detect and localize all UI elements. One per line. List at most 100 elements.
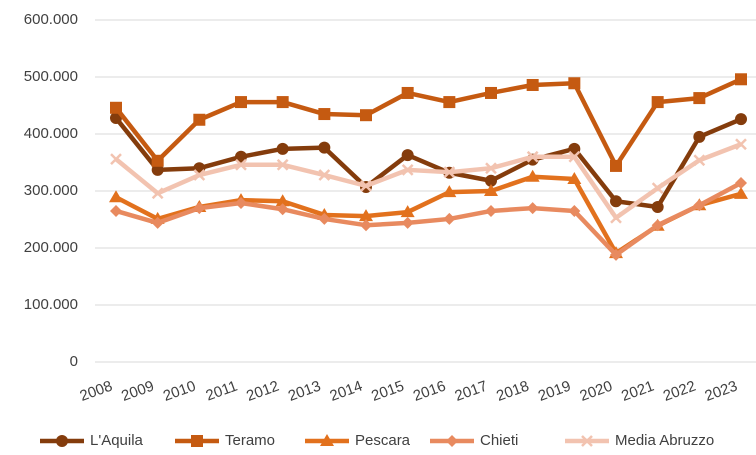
x-tick-label: 2020 [578, 378, 615, 405]
series-line [114, 77, 742, 169]
legend-marker [581, 435, 593, 447]
data-point [610, 248, 622, 261]
data-point [359, 209, 373, 222]
data-point [568, 150, 581, 163]
legend-label: L'Aquila [90, 432, 144, 449]
data-point [276, 142, 289, 155]
y-tick-label: 0 [70, 353, 78, 370]
data-point [485, 174, 497, 187]
data-point [193, 202, 206, 215]
data-point [735, 138, 747, 151]
data-point [318, 141, 331, 154]
data-point [484, 184, 498, 196]
x-tick-label: 2023 [703, 378, 740, 405]
legend-label: Teramo [225, 432, 275, 449]
legend-marker [446, 435, 458, 447]
legend-marker [56, 435, 68, 447]
data-point [109, 190, 123, 203]
data-point [235, 158, 247, 171]
x-tick-label: 2015 [369, 378, 406, 405]
legend-item: L'Aquila [40, 432, 144, 449]
y-tick-label: 300.000 [24, 182, 78, 199]
data-point [235, 196, 247, 209]
y-tick-label: 200.000 [24, 239, 78, 256]
data-point [485, 204, 497, 217]
x-tick-label: 2021 [619, 378, 656, 405]
data-point [693, 199, 706, 212]
x-tick-label: 2017 [453, 378, 490, 405]
data-point [734, 186, 748, 199]
data-point [151, 187, 164, 200]
data-point [151, 163, 164, 176]
data-point [360, 179, 372, 192]
x-tick-label: 2014 [328, 378, 365, 405]
x-tick-label: 2016 [411, 378, 448, 405]
series-line [114, 174, 742, 256]
legend-item: Pescara [305, 432, 411, 449]
data-point [693, 92, 706, 105]
data-point [526, 78, 539, 91]
legend-label: Media Abruzzo [615, 432, 714, 449]
data-point [735, 73, 747, 86]
data-point [443, 166, 456, 179]
data-point [526, 150, 539, 163]
data-point [401, 149, 414, 162]
x-tick-label: 2012 [244, 378, 281, 405]
data-point [401, 164, 414, 176]
data-point [193, 113, 206, 126]
data-point [110, 204, 122, 217]
data-point [360, 109, 372, 122]
data-point [485, 162, 497, 175]
data-point [318, 108, 331, 121]
data-point [443, 212, 456, 225]
data-point [110, 101, 122, 114]
x-tick-label: 2022 [661, 378, 698, 405]
x-tick-label: 2011 [204, 378, 240, 405]
data-point [443, 96, 456, 109]
data-point [401, 216, 414, 229]
series-line [115, 181, 743, 258]
series-line [114, 142, 742, 221]
legend-item: Media Abruzzo [565, 432, 714, 449]
data-point [693, 130, 706, 143]
data-point [651, 182, 664, 195]
data-point [735, 113, 747, 126]
legend-marker [320, 434, 334, 446]
legend-item: Teramo [175, 432, 275, 449]
data-point [693, 154, 706, 167]
x-tick-label: 2009 [119, 378, 156, 405]
y-tick-label: 500.000 [24, 68, 78, 85]
y-tick-label: 100.000 [24, 296, 78, 313]
legend-label: Pescara [355, 432, 411, 449]
data-point [193, 169, 206, 181]
data-point [151, 216, 164, 229]
x-tick-label: 2010 [161, 378, 198, 405]
data-point [318, 212, 331, 225]
data-point [110, 153, 122, 165]
y-tick-label: 400.000 [24, 125, 78, 142]
data-point [275, 194, 290, 207]
y-tick-label: 600.000 [24, 11, 78, 28]
data-point [401, 86, 414, 99]
data-point [276, 96, 289, 109]
data-point [651, 200, 664, 213]
data-point [276, 203, 289, 216]
data-point [235, 96, 247, 109]
data-point [735, 177, 747, 190]
data-point [610, 211, 622, 224]
data-point [318, 169, 331, 181]
x-tick-label: 2008 [78, 378, 115, 405]
data-point [276, 158, 289, 171]
data-point [400, 205, 415, 218]
data-point [568, 142, 581, 155]
data-point [442, 185, 457, 198]
legend-marker [191, 435, 203, 447]
legend-label: Chieti [480, 432, 518, 449]
data-point [525, 169, 540, 182]
data-point [360, 219, 372, 232]
data-point [526, 202, 539, 215]
data-point [651, 219, 664, 232]
x-tick-label: 2013 [286, 378, 323, 405]
data-point [568, 204, 581, 217]
